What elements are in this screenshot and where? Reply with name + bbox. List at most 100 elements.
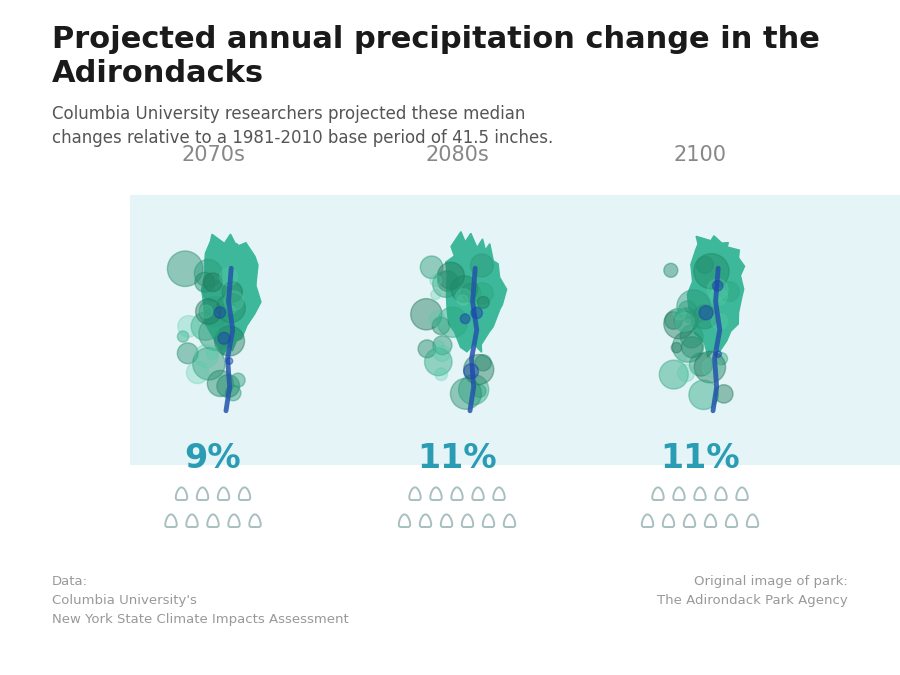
Text: 2080s: 2080s [425, 145, 489, 165]
Circle shape [710, 288, 727, 305]
Text: Projected annual precipitation change in the
Adirondacks: Projected annual precipitation change in… [52, 25, 820, 88]
Circle shape [716, 352, 727, 365]
Circle shape [177, 331, 189, 342]
Circle shape [206, 348, 219, 360]
Circle shape [202, 280, 224, 302]
Circle shape [713, 281, 723, 291]
Circle shape [693, 304, 717, 329]
Circle shape [699, 306, 713, 320]
Circle shape [194, 272, 215, 292]
Circle shape [193, 348, 225, 380]
Circle shape [451, 378, 482, 409]
Circle shape [203, 273, 222, 292]
Circle shape [220, 301, 236, 317]
Circle shape [673, 307, 686, 320]
Circle shape [231, 373, 245, 387]
Bar [130, 195, 900, 465]
Circle shape [437, 271, 458, 292]
Circle shape [462, 284, 481, 302]
Circle shape [437, 263, 464, 289]
Circle shape [195, 299, 221, 324]
Circle shape [457, 295, 468, 306]
Circle shape [679, 301, 697, 319]
Circle shape [702, 358, 722, 377]
Circle shape [475, 354, 491, 371]
Circle shape [689, 353, 713, 376]
Circle shape [226, 358, 233, 364]
Circle shape [471, 254, 493, 277]
Circle shape [677, 290, 710, 323]
Text: Original image of park:
The Adirondack Park Agency: Original image of park: The Adirondack P… [657, 575, 848, 607]
Circle shape [455, 289, 472, 305]
Text: Data:
Columbia University's
New York State Climate Impacts Assessment: Data: Columbia University's New York Sta… [52, 575, 349, 626]
Circle shape [186, 361, 209, 383]
Circle shape [434, 346, 450, 362]
Circle shape [222, 281, 242, 302]
Circle shape [433, 335, 452, 354]
Circle shape [214, 307, 226, 318]
Circle shape [217, 294, 246, 323]
Circle shape [430, 275, 442, 286]
Circle shape [472, 283, 493, 304]
Circle shape [675, 313, 694, 331]
Circle shape [177, 343, 198, 364]
Text: 11%: 11% [661, 442, 740, 475]
Circle shape [678, 364, 695, 381]
Circle shape [432, 317, 450, 335]
Circle shape [678, 354, 686, 362]
Circle shape [477, 296, 490, 308]
Circle shape [671, 342, 681, 353]
Circle shape [674, 308, 698, 332]
Circle shape [694, 352, 725, 383]
Text: 11%: 11% [418, 442, 497, 475]
Circle shape [418, 340, 436, 358]
Circle shape [425, 348, 452, 375]
Circle shape [217, 375, 239, 398]
Circle shape [194, 344, 218, 368]
Circle shape [664, 308, 694, 339]
Circle shape [434, 340, 445, 351]
Circle shape [688, 380, 718, 410]
Circle shape [207, 371, 233, 396]
Circle shape [431, 290, 440, 300]
Circle shape [694, 254, 729, 289]
Circle shape [660, 360, 688, 389]
Circle shape [214, 326, 245, 356]
Circle shape [224, 291, 243, 310]
Circle shape [712, 313, 727, 329]
Circle shape [191, 313, 220, 340]
Text: 2070s: 2070s [181, 145, 245, 165]
Circle shape [665, 312, 682, 329]
Circle shape [435, 368, 447, 381]
Circle shape [194, 259, 222, 287]
Circle shape [715, 385, 733, 403]
Circle shape [681, 337, 703, 358]
Circle shape [719, 281, 739, 302]
Circle shape [167, 251, 202, 286]
Text: 9%: 9% [184, 442, 241, 475]
Text: Columbia University researchers projected these median
changes relative to a 198: Columbia University researchers projecte… [52, 105, 554, 147]
Circle shape [200, 305, 212, 318]
Circle shape [199, 317, 232, 350]
Polygon shape [202, 234, 261, 355]
Circle shape [460, 314, 470, 323]
Circle shape [429, 311, 445, 327]
Circle shape [433, 271, 459, 298]
Circle shape [680, 325, 703, 348]
Polygon shape [688, 236, 744, 357]
Circle shape [228, 306, 236, 314]
Circle shape [220, 268, 238, 286]
Circle shape [473, 385, 486, 398]
Circle shape [697, 256, 714, 273]
Circle shape [664, 263, 678, 277]
Circle shape [464, 354, 494, 385]
Circle shape [410, 298, 442, 330]
Circle shape [707, 279, 728, 300]
Circle shape [200, 297, 230, 327]
Circle shape [459, 375, 489, 405]
Circle shape [218, 332, 230, 344]
Circle shape [420, 256, 443, 279]
Circle shape [471, 307, 482, 319]
Text: 2100: 2100 [673, 145, 726, 165]
Polygon shape [446, 232, 507, 352]
